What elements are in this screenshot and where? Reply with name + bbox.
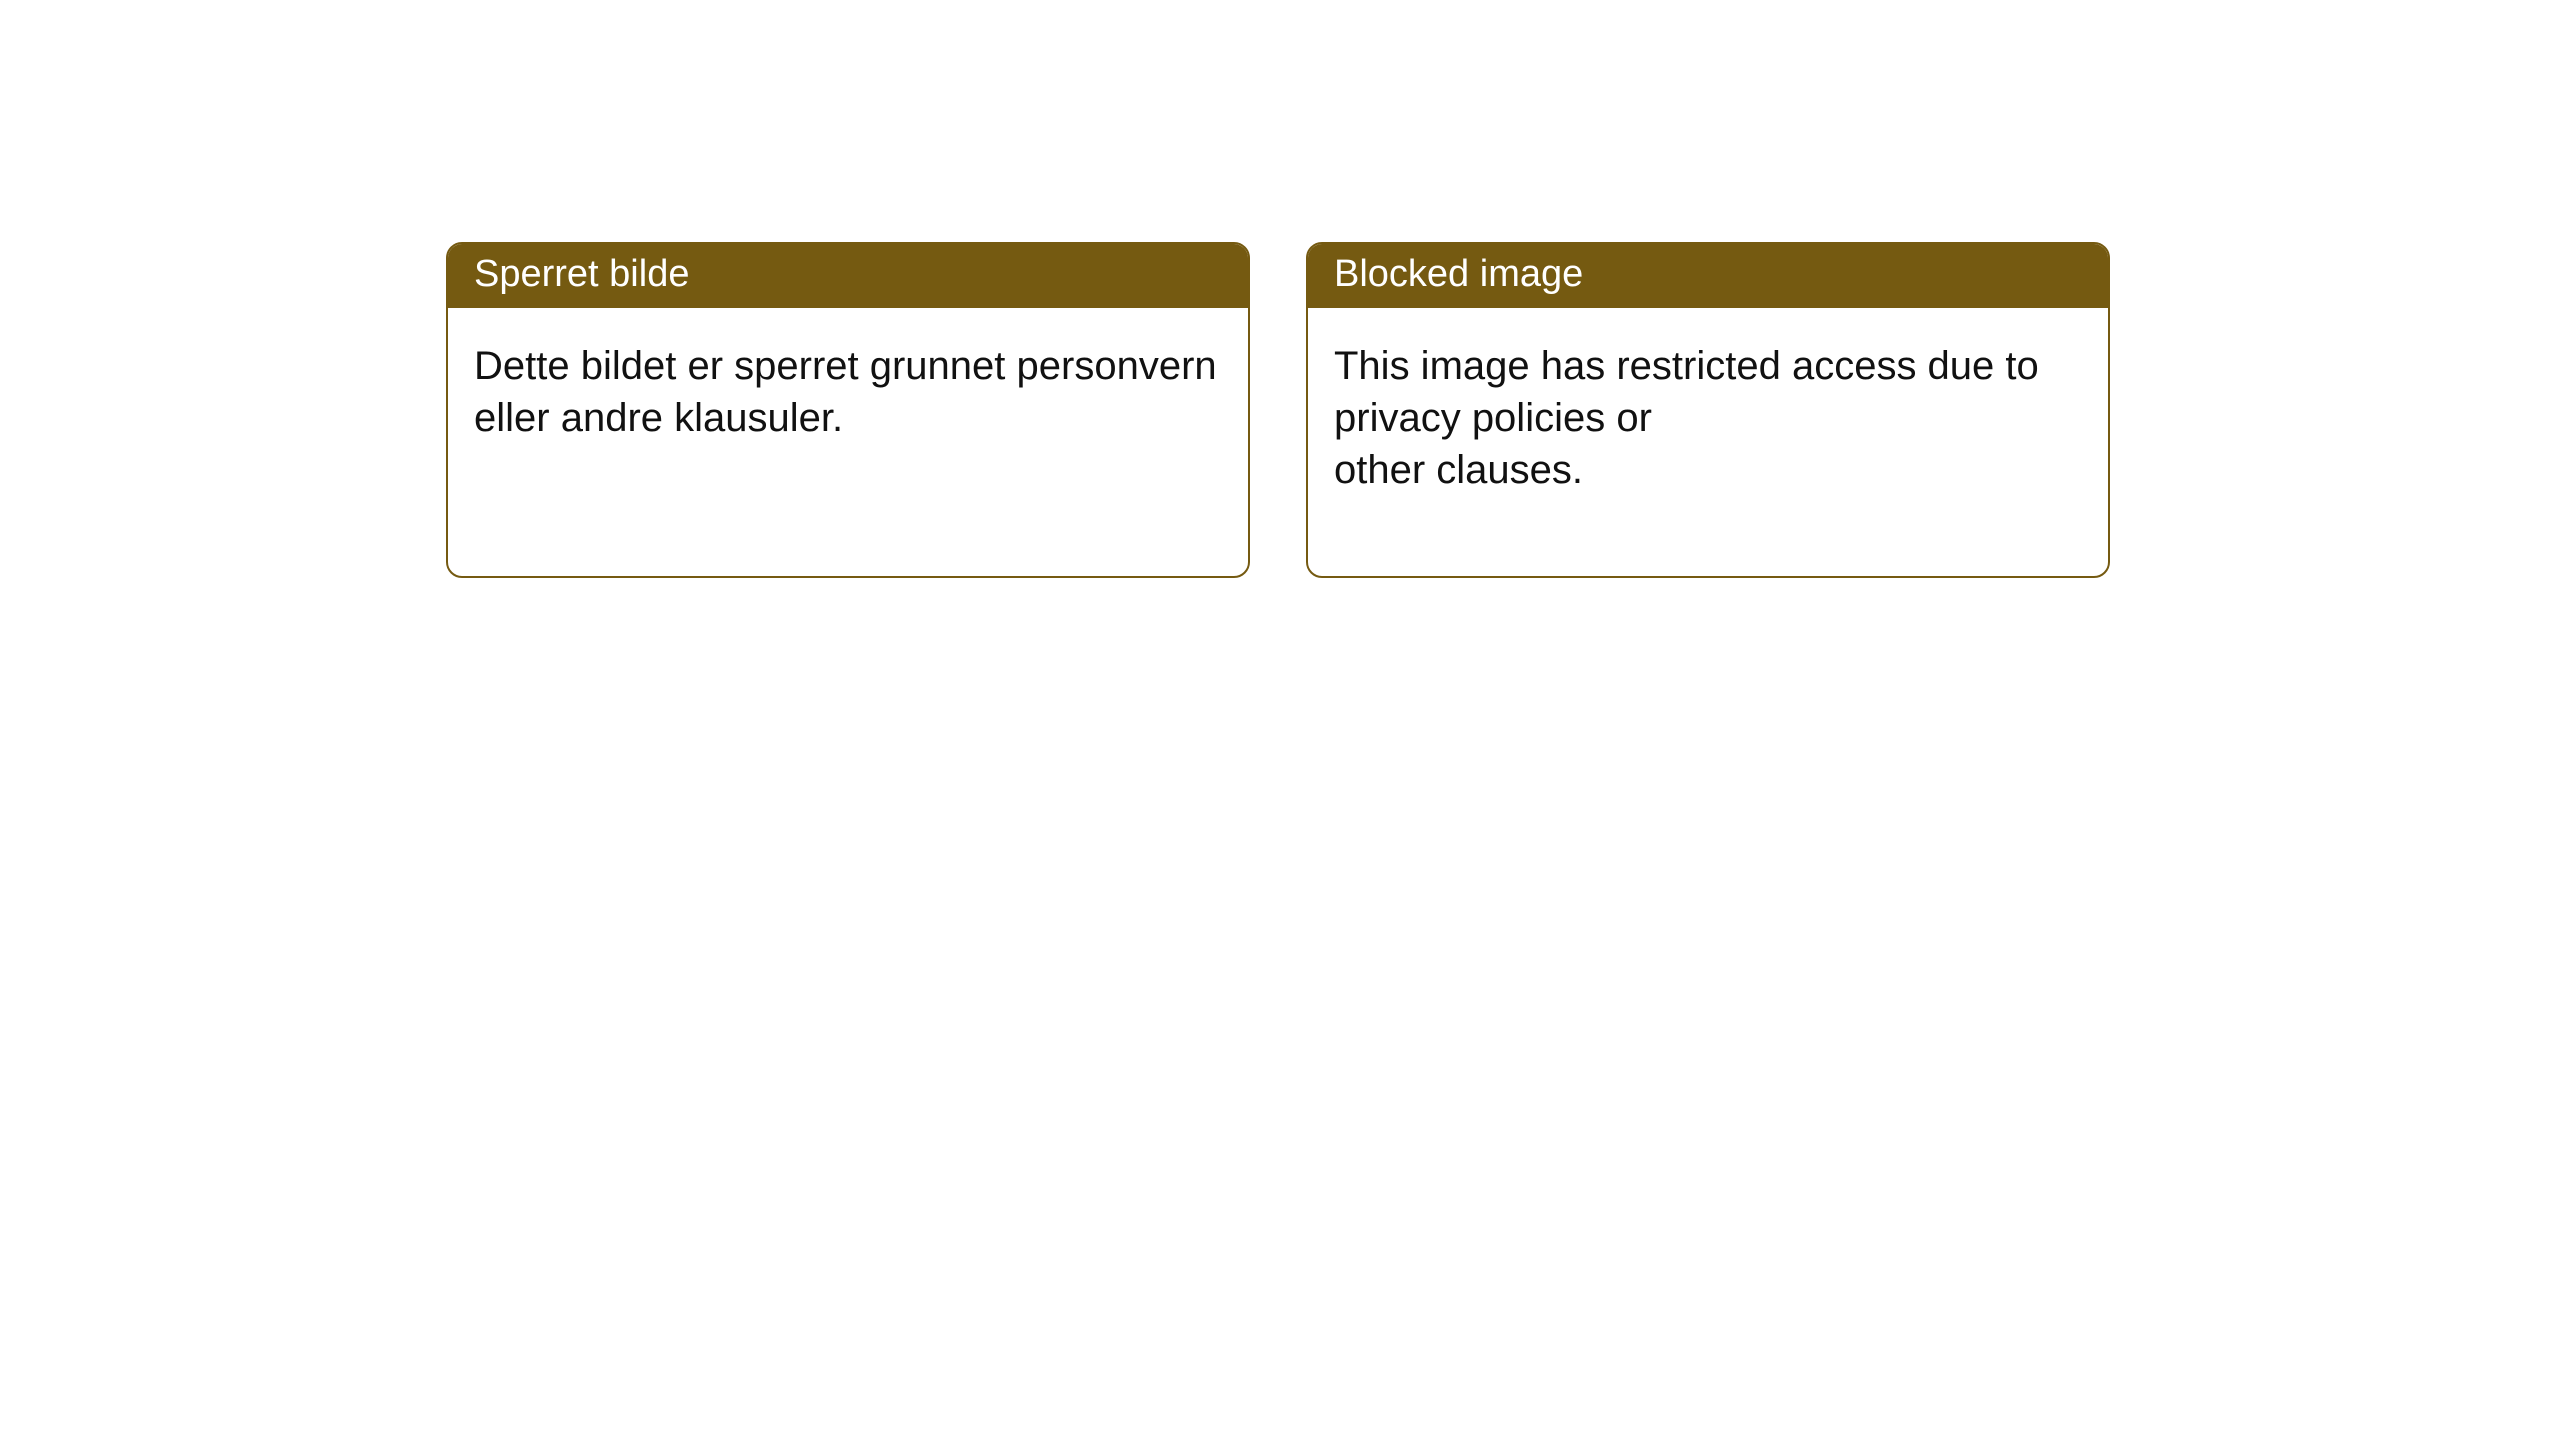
notice-card-body: This image has restricted access due to … [1308, 308, 2108, 576]
notice-card-norwegian: Sperret bilde Dette bildet er sperret gr… [446, 242, 1250, 578]
notice-card-body: Dette bildet er sperret grunnet personve… [448, 308, 1248, 524]
notice-cards-container: Sperret bilde Dette bildet er sperret gr… [0, 0, 2560, 578]
notice-card-english: Blocked image This image has restricted … [1306, 242, 2110, 578]
notice-card-title: Sperret bilde [448, 244, 1248, 308]
notice-card-title: Blocked image [1308, 244, 2108, 308]
